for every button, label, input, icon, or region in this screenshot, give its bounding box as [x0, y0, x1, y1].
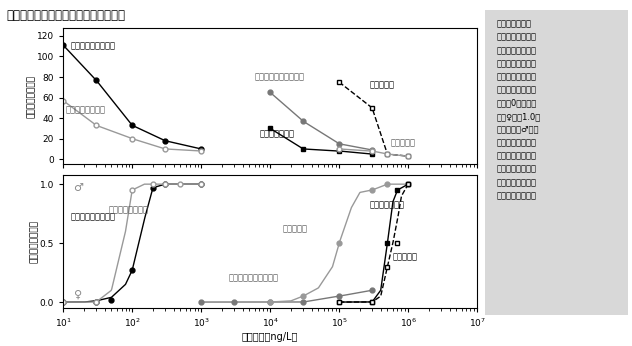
- Text: 幼若ホルモン㊁: 幼若ホルモン㊁: [370, 201, 405, 210]
- Y-axis label: 性比（雄／全体）: 性比（雄／全体）: [30, 220, 39, 263]
- Text: キノブレン: キノブレン: [390, 139, 415, 148]
- Text: 幼若ホルモン㊁: 幼若ホルモン㊁: [260, 130, 295, 139]
- Text: フェノキシカルブ: フェノキシカルブ: [66, 105, 106, 114]
- Text: フェノキシカルブ: フェノキシカルブ: [108, 206, 149, 215]
- Text: ♂: ♂: [73, 183, 83, 193]
- Text: ピリブロキシフェン: ピリブロキシフェン: [71, 212, 116, 221]
- Text: メチルファネソエート: メチルファネソエート: [255, 72, 305, 81]
- Y-axis label: 相対産仔数（％）: 相対産仔数（％）: [27, 74, 35, 118]
- Text: ピリブロキシフェン: ピリブロキシフェン: [71, 41, 116, 50]
- Text: メトブレン: メトブレン: [393, 253, 418, 262]
- Text: 産仔数の低下と雄仔虫の発生について: 産仔数の低下と雄仔虫の発生について: [6, 9, 125, 22]
- Text: ♀: ♀: [73, 289, 82, 299]
- Text: キノブレン: キノブレン: [283, 224, 307, 233]
- X-axis label: 設定濃度（ng/L）: 設定濃度（ng/L）: [242, 332, 298, 342]
- Text: メトブレン: メトブレン: [370, 80, 395, 89]
- Text: メチルファネソエート: メチルファネソエート: [229, 274, 279, 283]
- Text: 上部のグラフか
ら、化学物質の濃
度が高くなると生
まれる子どもの数
が減少することが
わかる。下部のグ
ラフの0はすべて
雌（♀）、1.0は
すべて雄（♂）を: 上部のグラフか ら、化学物質の濃 度が高くなると生 まれる子どもの数 が減少する…: [497, 19, 541, 200]
